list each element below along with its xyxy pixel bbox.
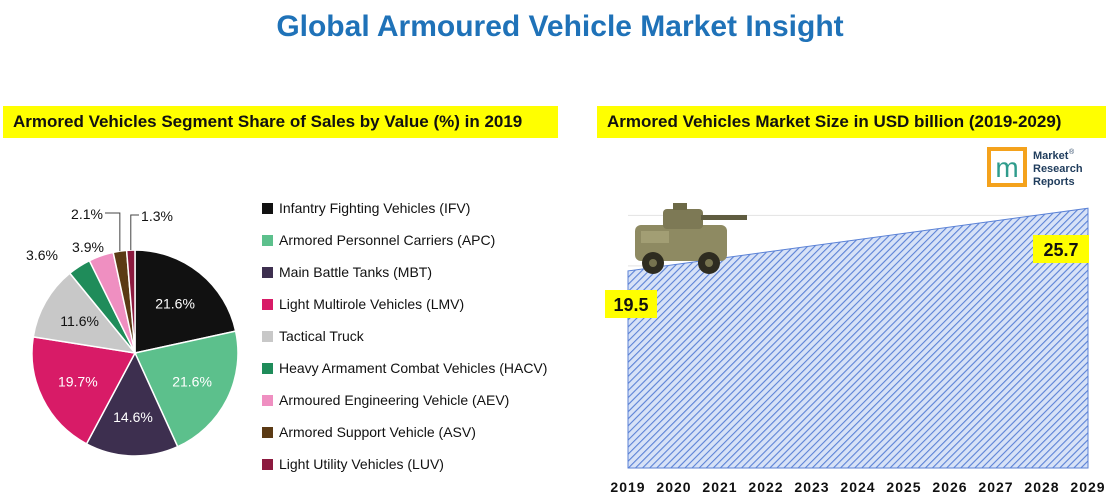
pie-leader-line [105,212,121,252]
pie-chart: 21.6% 21.6% 14.6% 19.7% 11.6% 3.6% 3.9% 2.1% 1.3… [26,200,547,472]
pie-chart-title: Armored Vehicles Segment Share of Sales … [3,106,558,138]
area-chart: 2019 2020 2021 2022 2023 2024 2025 2026 2027 2028… [605,147,1105,495]
pie-slice-label: 11.6% [60,313,99,329]
x-tick-label: 2029 [1070,479,1105,495]
legend-entry: Heavy Armament Combat Vehicles (HACV) [279,360,547,376]
x-tick-label: 2025 [886,479,921,495]
pie-leader-line [130,214,139,251]
pie-slice-label: 3.6% [26,247,58,263]
armoured-vehicle-image [635,203,747,274]
legend-entry: Infantry Fighting Vehicles (IFV) [279,200,470,216]
x-tick-label: 2019 [610,479,645,495]
legend-swatch [262,235,273,246]
legend-swatch [262,203,273,214]
x-tick-label: 2021 [702,479,737,495]
area-chart-title: Armored Vehicles Market Size in USD bill… [597,106,1106,138]
legend-entry: Main Battle Tanks (MBT) [279,264,432,280]
legend-entry: Armored Support Vehicle (ASV) [279,424,476,440]
legend-swatch [262,331,273,342]
page-title: Global Armoured Vehicle Market Insight [276,10,844,43]
legend-entry: Armored Personnel Carriers (APC) [279,232,495,248]
pie-slice [31,336,137,445]
pie-slice-label: 1.3% [141,208,173,224]
pie-slice [133,330,239,448]
svg-text:®: ® [1069,148,1075,156]
svg-text:Reports: Reports [1033,176,1075,188]
x-tick-label: 2022 [748,479,783,495]
legend-swatch [262,299,273,310]
pie-slice [134,249,237,354]
pie-slice [85,351,179,457]
svg-text:m: m [995,152,1018,183]
market-size-area [627,207,1089,469]
svg-text:25.7: 25.7 [1043,240,1078,260]
legend-swatch [262,395,273,406]
start-value-label: 19.5 [605,290,657,318]
legend-entry: Tactical Truck [279,328,365,344]
pie-slice-label: 21.6% [155,295,195,311]
svg-text:Market: Market [1033,150,1069,162]
x-tick-label: 2024 [840,479,875,495]
pie-slice-label: 21.6% [172,374,212,390]
legend-swatch [262,363,273,374]
x-tick-label: 2023 [794,479,829,495]
legend-swatch [262,427,273,438]
pie-slice-label: 14.6% [113,409,153,425]
legend-entry: Armoured Engineering Vehicle (AEV) [279,392,509,408]
pie-slice-label: 2.1% [71,206,103,222]
pie-slice [32,272,137,355]
svg-text:Research: Research [1033,163,1083,175]
x-tick-label: 2020 [656,479,691,495]
svg-text:19.5: 19.5 [613,295,648,315]
x-tick-label: 2026 [932,479,967,495]
pie-slice-label: 3.9% [72,239,104,255]
pie-slice-label: 19.7% [58,373,98,389]
market-research-reports-logo: m Market ® Research Reports [987,147,1083,188]
end-value-label: 25.7 [1033,235,1089,263]
legend-swatch [262,459,273,470]
x-tick-label: 2027 [978,479,1013,495]
legend-swatch [262,267,273,278]
legend-entry: Light Multirole Vehicles (LMV) [279,296,464,312]
legend-entry: Light Utility Vehicles (LUV) [279,456,444,472]
x-tick-label: 2028 [1024,479,1059,495]
